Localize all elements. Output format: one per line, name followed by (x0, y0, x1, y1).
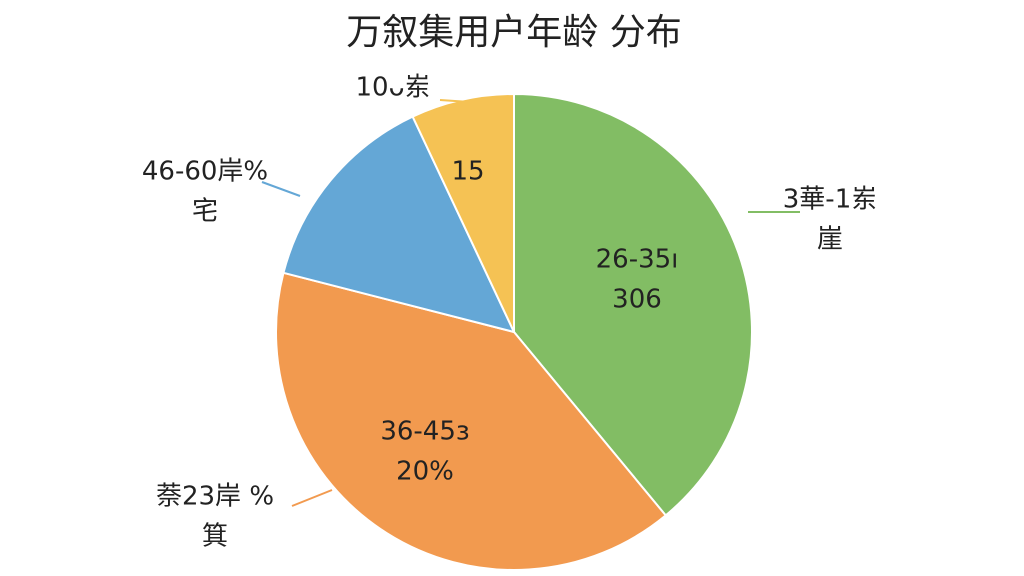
outer-label: 箕 (202, 522, 228, 552)
outer-label: 46-60岸% (142, 157, 268, 187)
slice-label: 36-45з (380, 417, 469, 447)
pie-slice (411, 92, 515, 333)
leader-line (439, 99, 471, 103)
slice-label: 306 (612, 285, 662, 315)
leader-line (291, 489, 333, 507)
outer-label: 宅 (192, 197, 218, 227)
outer-label: 萘23岸 % (156, 482, 274, 512)
outer-label: 3華-1岽 (783, 185, 877, 215)
slice-label: 20% (396, 457, 454, 487)
chart-title: 万叙集用户年龄 分布 (346, 12, 681, 53)
pie-slice (275, 271, 668, 571)
pie-slice (282, 115, 516, 334)
leader-line (261, 181, 301, 197)
pie-slice (513, 92, 753, 517)
outer-label: 崖 (817, 225, 843, 255)
outer-label: 10ᴗ岽 (356, 73, 431, 103)
slice-label: 26-35ı (596, 245, 679, 275)
slice-label: 15 (451, 157, 484, 187)
